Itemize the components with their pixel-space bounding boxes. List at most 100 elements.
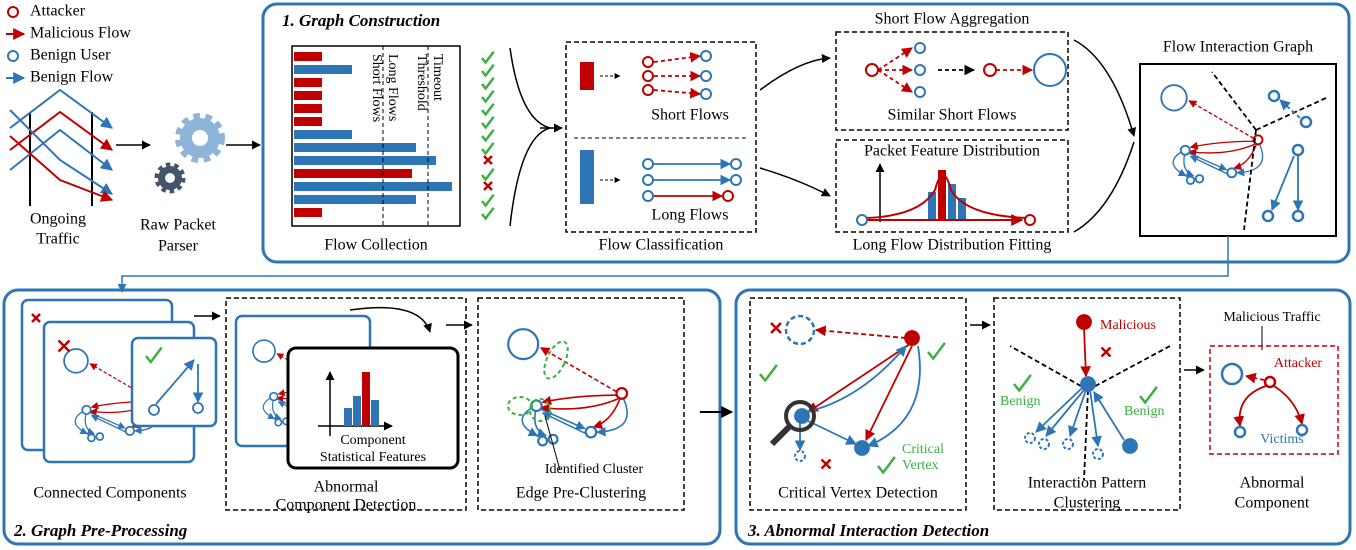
check-mark [481,76,495,91]
check-mark [481,102,495,117]
flow-bars [294,52,452,217]
check-mark [481,206,495,221]
rect-shape [371,400,379,426]
node [642,158,654,170]
panel-abnormal-interaction [734,288,1352,546]
path-shape [805,345,907,413]
edge [653,51,702,63]
critical-label: Critical [902,442,944,457]
line-shape [1080,327,1091,378]
circle-shape [1220,362,1244,386]
rect-shape [344,408,352,426]
check-mark [481,193,495,208]
node [700,70,712,82]
check-mark [481,50,495,65]
cross-mark [1100,346,1112,358]
polyline-shape [9,128,113,171]
line-shape [805,419,857,445]
line-shape [1279,99,1301,119]
flow-bar [294,182,452,191]
legend-benign-user: Benign User [30,47,111,64]
connected-components-caption: Connected Components [33,485,186,502]
vertex-marks [759,322,946,475]
circle-shape [148,404,160,416]
clustered-graph [508,329,627,445]
legend-benign-flow: Benign Flow [30,69,114,86]
circle-shape [1038,438,1050,450]
abnormal-component-caption: Abnormal [1240,475,1305,492]
node [642,190,654,202]
flow-collection-box [291,45,461,227]
path-shape [1233,385,1267,428]
node [722,190,734,202]
flow-bar [294,208,322,217]
edge-clustering-caption: Edge Pre-Clustering [516,485,646,502]
legend-attacker-icon [7,6,19,18]
line-shape [1255,97,1327,131]
panel-title: 1. Graph Construction [282,11,440,30]
aggregation-box [835,31,1069,131]
circle-shape [794,450,806,462]
circle-shape [1291,209,1305,223]
line-shape [1009,345,1089,391]
circle-shape [904,330,920,346]
line-shape [814,325,907,339]
check-mark [927,342,946,361]
line-shape [1089,389,1102,448]
panel-title: 2. Graph Pre-Processing [13,521,188,540]
flow-bar [294,169,412,178]
node [642,174,654,186]
circle-shape [784,314,816,346]
panel-graph-preprocessing [2,288,722,546]
node [983,63,997,77]
flow-bar [294,195,416,204]
benign-label: Benign [1000,394,1040,409]
pattern-marks [1013,346,1158,405]
rect-shape [362,372,370,426]
features-label: Component [340,433,405,448]
line-shape [1068,389,1087,438]
node [700,88,712,100]
circle-shape [1295,423,1309,437]
circle-shape [784,400,816,432]
abnormal-component-box [1209,345,1339,455]
check-mark [759,364,778,383]
node [730,174,742,186]
cross-mark [57,339,71,353]
distribution-box [835,139,1069,233]
arrow [759,167,831,197]
line-shape [1093,391,1125,441]
rect-shape [928,192,936,220]
legend-malicious-flow: Malicious Flow [30,25,131,42]
check-mark [1139,386,1158,405]
raw-packet-label: Raw Packet [140,217,217,234]
circle-shape [1122,438,1138,454]
abnormal-detection-caption: Component Detection [276,497,417,514]
cross-mark [483,155,493,165]
critical-vertex-caption: Critical Vertex Detection [778,485,938,502]
circle-shape [1299,115,1313,129]
circle-shape [1024,214,1036,226]
distribution-plot [856,163,1036,226]
flow-bar [294,65,352,74]
long-flows-label: Long Flows [652,207,729,224]
polyline-shape [9,110,113,151]
attacker-label: Attacker [1274,356,1323,371]
fig-box [1139,63,1337,237]
circle-shape [1233,425,1247,439]
pattern-caption: Interaction Pattern [1028,475,1147,492]
node [865,63,879,77]
flow-collection-caption: Flow Collection [324,237,428,254]
vertex-label: Vertex [902,458,939,473]
line-shape [1087,345,1171,391]
polyline-shape [9,88,113,129]
node [914,86,926,98]
circle-shape [1267,89,1281,103]
cross-mark [820,458,832,470]
flow-bar [294,130,352,139]
circle-shape [1076,314,1092,330]
abnormal-detection-caption: Abnormal [314,479,379,496]
ellipse-shape [507,396,533,416]
check-mark [481,63,495,78]
